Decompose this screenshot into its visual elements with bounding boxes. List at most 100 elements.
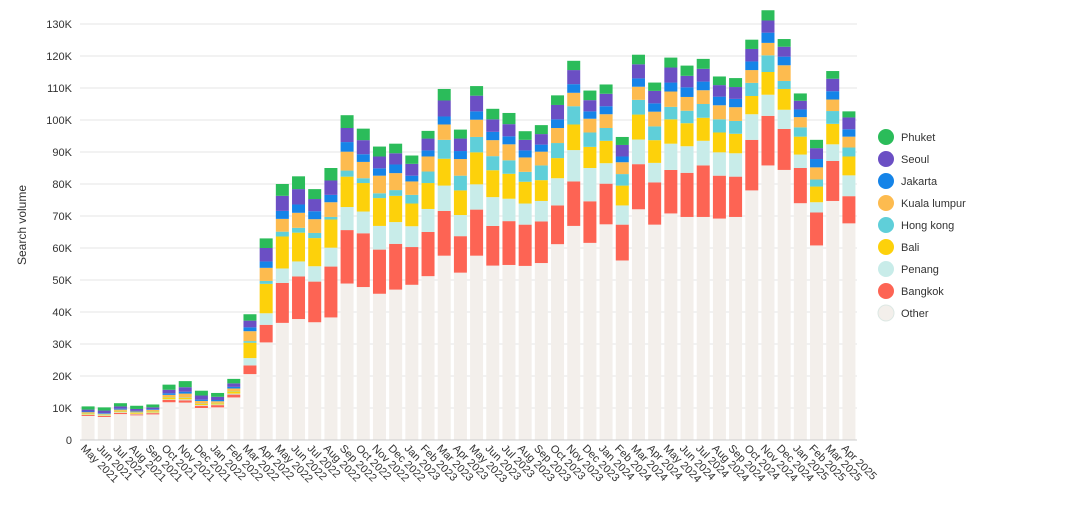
bar-segment: [324, 180, 337, 194]
bar-segment: [389, 196, 402, 222]
bar-segment: [422, 131, 435, 139]
bar-segment: [567, 226, 580, 440]
bar-segment: [179, 381, 192, 387]
bar-segment: [163, 395, 176, 397]
bar-segment: [373, 250, 386, 294]
bar-segment: [308, 282, 321, 323]
bar-segment: [697, 118, 710, 141]
legend-item: Penang: [878, 261, 939, 277]
bar-segment: [292, 276, 305, 319]
bar-segment: [98, 413, 111, 414]
bar-segment: [745, 190, 758, 440]
bar-segment: [697, 141, 710, 166]
bar-segment: [179, 403, 192, 440]
bar-segment: [82, 412, 95, 413]
bar-segment: [502, 221, 515, 265]
bar-segment: [810, 180, 823, 187]
bar-segment: [211, 397, 224, 400]
bar-segment: [422, 139, 435, 151]
bar-segment: [163, 399, 176, 400]
bar-segment: [616, 205, 629, 224]
bar-segment: [535, 263, 548, 440]
bar-segment: [438, 124, 451, 139]
bar-segment: [260, 261, 273, 267]
bar-segment: [664, 213, 677, 440]
bar-segment: [227, 397, 240, 440]
bar-segment: [276, 283, 289, 323]
bar-segment: [114, 410, 127, 411]
legend-swatch: [878, 195, 894, 211]
bar-segment: [826, 79, 839, 91]
bar-segment: [454, 236, 467, 272]
bar-segment: [422, 156, 435, 171]
bar-segment: [761, 72, 774, 95]
bar-segment: [357, 162, 370, 178]
bar-segment: [583, 147, 596, 168]
bar-segment: [324, 317, 337, 440]
bar-segment: [373, 156, 386, 168]
bar-segment: [405, 226, 418, 247]
bar-segment: [713, 152, 726, 175]
bar-segment: [583, 91, 596, 101]
bar-segment: [357, 154, 370, 162]
bar-segment: [745, 70, 758, 83]
bar-segment: [842, 175, 855, 196]
y-tick-label: 120K: [46, 51, 72, 63]
bar-segment: [842, 129, 855, 136]
bar-segment: [826, 201, 839, 440]
bar-segment: [567, 106, 580, 124]
bar-segment: [276, 323, 289, 440]
legend-swatch: [878, 217, 894, 233]
bar-segment: [600, 184, 613, 225]
bar-segment: [713, 176, 726, 219]
bar-segment: [422, 276, 435, 440]
bar-segment: [341, 284, 354, 440]
bar-segment: [146, 404, 159, 407]
y-tick-label: 0: [66, 435, 72, 447]
bar-segment: [664, 58, 677, 68]
bar-segment: [567, 181, 580, 225]
bar-segment: [422, 232, 435, 276]
bar-segment: [114, 403, 127, 406]
legend-item: Kuala lumpur: [878, 195, 966, 211]
bar-segment: [292, 204, 305, 212]
bar-segment: [454, 190, 467, 215]
bar-segment: [761, 165, 774, 440]
bar-segment: [114, 406, 127, 408]
bar-segment: [389, 290, 402, 440]
bar-segment: [745, 49, 758, 61]
bar-segment: [163, 393, 176, 395]
bar-segment: [470, 256, 483, 440]
bar-segment: [648, 163, 661, 183]
bar-segment: [697, 104, 710, 118]
bar-segment: [373, 294, 386, 440]
bar-segment: [519, 225, 532, 266]
bar-segment: [794, 109, 807, 117]
bar-segment: [260, 248, 273, 261]
bar-segment: [616, 137, 629, 145]
bar-segment: [438, 116, 451, 124]
bar-segment: [357, 287, 370, 440]
bar-segment: [486, 197, 499, 226]
bar-segment: [616, 260, 629, 440]
bar-segment: [664, 92, 677, 107]
bar-segment: [761, 20, 774, 32]
bar-segment: [389, 153, 402, 164]
bar-segment: [729, 78, 742, 87]
bar-segment: [341, 207, 354, 230]
bar-segment: [761, 10, 774, 20]
bar-segment: [632, 78, 645, 86]
y-tick-label: 30K: [52, 339, 72, 351]
bar-segment: [502, 265, 515, 440]
bar-segment: [778, 81, 791, 89]
legend-swatch: [878, 173, 894, 189]
bar-segment: [195, 405, 208, 406]
legend-item: Seoul: [878, 151, 929, 167]
bar-segment: [276, 268, 289, 282]
bar-segment: [519, 131, 532, 140]
legend-swatch: [878, 305, 894, 321]
legend-label: Other: [901, 308, 929, 320]
bar-segment: [292, 228, 305, 233]
